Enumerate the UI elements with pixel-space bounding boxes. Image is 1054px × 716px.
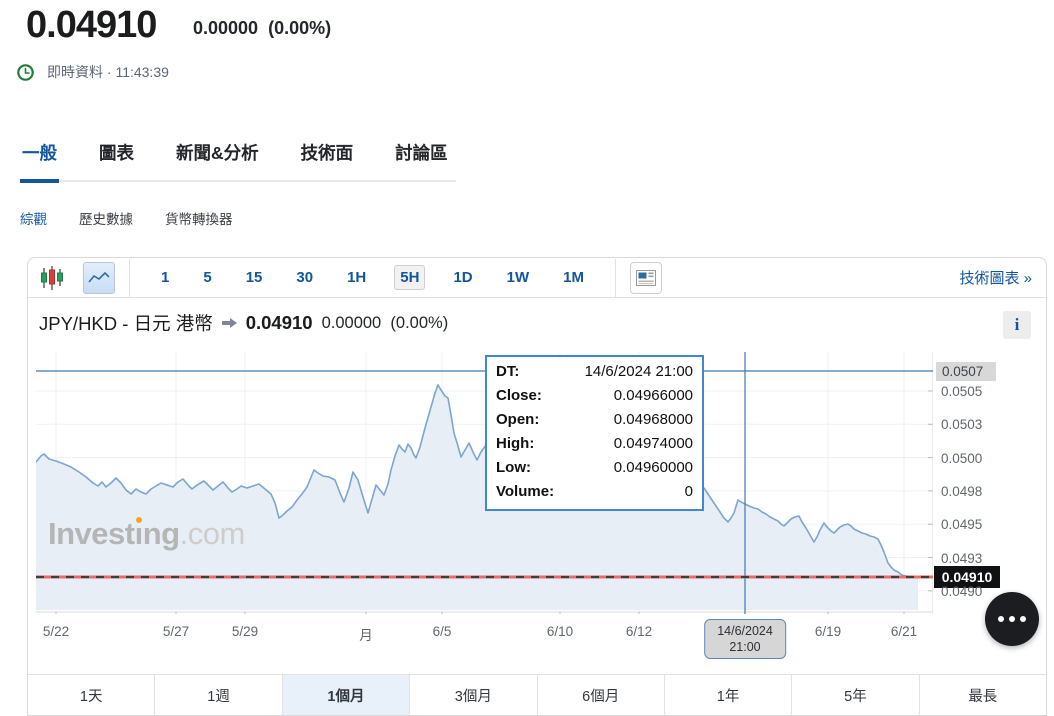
tab-一般[interactable]: 一般 (20, 138, 59, 183)
x-crosshair-label: 14/6/2024 21:00 (704, 619, 786, 659)
tooltip-label: Close: (496, 387, 542, 404)
x-axis-label: 月 (359, 628, 373, 643)
interval-1[interactable]: 1 (161, 269, 170, 286)
tab-新聞&分析[interactable]: 新聞&分析 (176, 143, 259, 163)
tab-技術面[interactable]: 技術面 (300, 143, 354, 163)
change-value: 0.00000 (193, 18, 259, 38)
tooltip-label: Low: (496, 459, 531, 476)
y-axis-label: 0.0503 (941, 417, 983, 433)
info-icon[interactable]: i (1003, 311, 1031, 339)
interval-15[interactable]: 15 (245, 269, 263, 286)
price-change: 0.00000 (0.00%) (193, 18, 331, 39)
tooltip-row: Close: 0.04966000 (496, 384, 693, 408)
current-price: 0.04910 (26, 4, 157, 46)
realtime-label: 即時資料 · 11:43:39 (47, 64, 169, 80)
tooltip-label: High: (496, 435, 535, 452)
x-axis-label: 5/22 (42, 624, 70, 639)
tab-討論區[interactable]: 討論區 (395, 143, 448, 163)
interval-1H[interactable]: 1H (347, 269, 367, 286)
y-axis-label: 0.0505 (941, 384, 983, 399)
tooltip-value: 14/6/2024 21:00 (584, 363, 693, 380)
x-axis-label: 6/12 (625, 624, 653, 639)
area-chart-icon (88, 271, 110, 283)
tooltip-label: Open: (496, 411, 540, 428)
subtab-歷史數據[interactable]: 歷史數據 (79, 212, 133, 227)
y-axis-label: 0.0500 (941, 450, 983, 466)
chart-price: 0.04910 (245, 312, 313, 333)
area-chart-button[interactable] (83, 261, 115, 294)
ohlc-tooltip: DT: 14/6/2024 21:00 Close: 0.04966000 Open: 0… (485, 355, 704, 511)
range-最長[interactable]: 最長 (918, 675, 1046, 715)
range-1週[interactable]: 1週 (154, 675, 281, 715)
fab-dot (998, 616, 1004, 622)
arrow-right-icon (221, 318, 237, 328)
tooltip-row: Volume: 0 (496, 480, 693, 504)
chart-change: 0.00000 (0.00%) (321, 313, 449, 332)
interval-5H[interactable]: 5H (394, 265, 426, 290)
tooltip-label: DT: (496, 363, 520, 380)
tab-圖表[interactable]: 圖表 (99, 143, 134, 163)
interval-5[interactable]: 5 (203, 269, 212, 286)
realtime-status: 即時資料 · 11:43:39 (17, 62, 169, 82)
tooltip-row: High: 0.04974000 (496, 432, 693, 456)
y-axis-label: 0.0495 (941, 517, 983, 533)
tooltip-row: DT: 14/6/2024 21:00 (496, 360, 693, 384)
more-options-fab[interactable] (985, 592, 1039, 646)
tooltip-label: Volume: (496, 483, 555, 500)
range-1天[interactable]: 1天 (79, 688, 103, 705)
chart-pair-title: JPY/HKD - 日元 港幣 (39, 313, 213, 334)
fab-dot (1009, 616, 1015, 622)
interval-1M[interactable]: 1M (563, 269, 584, 286)
y-crosshair-label: 0.0507 (936, 362, 996, 381)
toolbar-divider (129, 258, 130, 297)
range-1個月[interactable]: 1個月 (281, 675, 410, 715)
x-axis-label: 6/21 (890, 624, 918, 639)
range-3個月[interactable]: 3個月 (409, 675, 536, 715)
range-selector: 1天 1週 1個月 3個月 6個月 1年 5年 最長 (28, 674, 1046, 715)
technical-chart-link[interactable]: 技術圖表 » (959, 270, 1032, 287)
last-price-tag: 0.04910 (934, 566, 1000, 588)
tooltip-value: 0.04966000 (613, 387, 693, 404)
subtab-綜觀[interactable]: 綜觀 (20, 212, 47, 227)
toolbar-divider (614, 258, 616, 297)
tooltip-value: 0.04974000 (613, 435, 693, 452)
tooltip-value: 0.04960000 (613, 459, 693, 476)
tooltip-value: 0 (684, 483, 693, 500)
main-tab-bar: 一般 圖表 新聞&分析 技術面 討論區 (20, 138, 456, 183)
fab-dot (1020, 616, 1026, 622)
tooltip-value: 0.04968000 (613, 411, 693, 428)
change-percent: (0.00%) (268, 18, 332, 38)
tooltip-row: Low: 0.04960000 (496, 456, 693, 480)
subtab-貨幣轉換器[interactable]: 貨幣轉換器 (165, 212, 233, 227)
crosshair-date: 14/6/2024 (717, 624, 773, 638)
crosshair-time: 21:00 (729, 640, 761, 654)
interval-group: 1 5 15 30 1H 5H 1D 1W 1M (144, 265, 601, 290)
interval-1W[interactable]: 1W (506, 269, 530, 286)
news-panel-icon (635, 269, 656, 286)
clock-icon (17, 63, 34, 81)
x-axis-label: 6/5 (432, 624, 452, 639)
y-axis-label: 0.0498 (941, 483, 983, 499)
news-panel-button[interactable] (629, 261, 662, 294)
x-axis-label: 5/29 (231, 624, 259, 639)
range-5年[interactable]: 5年 (791, 675, 918, 715)
range-1年[interactable]: 1年 (663, 675, 791, 715)
y-axis-label: 0.0490 (941, 583, 983, 599)
sub-tab-bar: 綜觀 歷史數據 貨幣轉換器 (20, 208, 233, 228)
interval-30[interactable]: 30 (296, 269, 314, 286)
range-6個月[interactable]: 6個月 (536, 675, 664, 715)
x-axis-label: 5/27 (162, 624, 190, 639)
x-axis-label: 6/10 (546, 624, 574, 639)
candlestick-chart-button[interactable] (39, 265, 65, 291)
chart-title-row: JPY/HKD - 日元 港幣 0.04910 0.00000 (0.00%) (39, 310, 448, 336)
candlestick-icon (41, 265, 63, 290)
x-axis-label: 6/19 (814, 624, 842, 639)
y-axis-label: 0.0493 (941, 550, 983, 566)
interval-1D[interactable]: 1D (453, 269, 473, 286)
chart-widget: 1 5 15 30 1H 5H 1D 1W 1M 技術圖表 » JPY/HKD - 日元 港幣 … (27, 257, 1047, 716)
chart-toolbar: 1 5 15 30 1H 5H 1D 1W 1M 技術圖表 » (28, 258, 1046, 298)
tooltip-row: Open: 0.04968000 (496, 408, 693, 432)
